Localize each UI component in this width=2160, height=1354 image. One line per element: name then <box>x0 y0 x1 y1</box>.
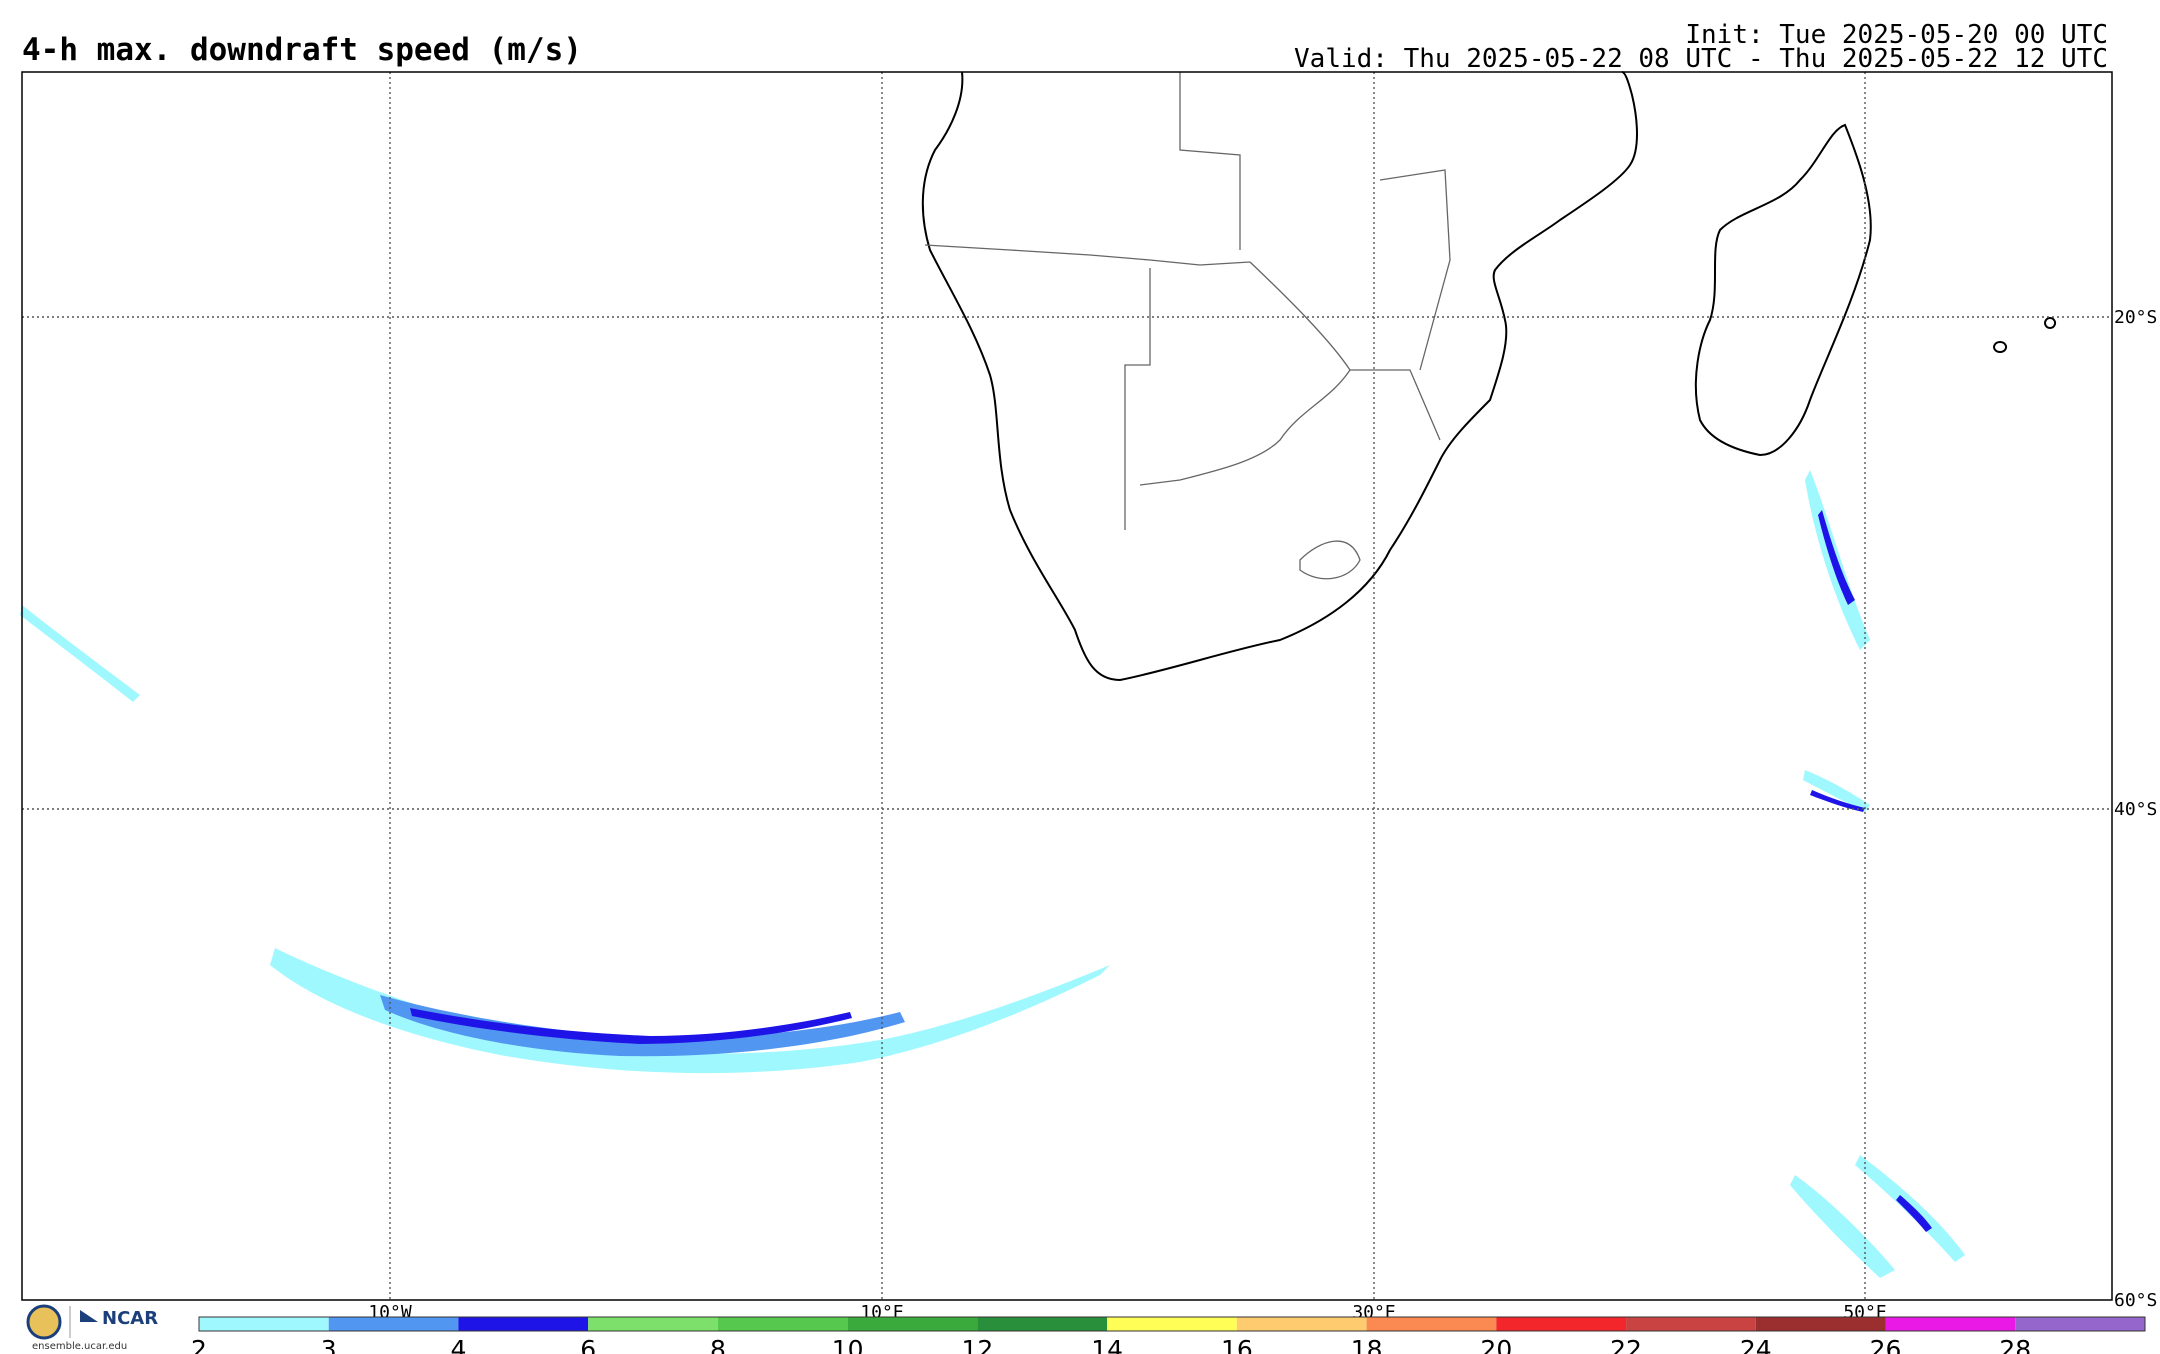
lat-label-60s: 60°S <box>2114 1290 2157 1311</box>
colorbar-swatch <box>328 1317 459 1331</box>
init-time: Init: Tue 2025-05-20 00 UTC <box>1685 20 2108 50</box>
colorbar-tick-label: 16 <box>1221 1335 1253 1354</box>
colorbar-swatch <box>588 1317 718 1331</box>
madagascar-coastline <box>1694 123 1872 457</box>
colorbar-tick-label: 28 <box>1999 1335 2031 1354</box>
reunion <box>2044 317 2057 329</box>
colorbar-swatch <box>1496 1317 1627 1331</box>
shading-band-east-2 <box>1803 770 1870 812</box>
land-outlines <box>921 71 2057 682</box>
map-frame <box>21 71 2113 1301</box>
mauritius <box>1993 341 2008 353</box>
colorbar-tick-label: 20 <box>1480 1335 1512 1354</box>
ncar-mark-icon <box>80 1310 98 1322</box>
colorbar-swatch <box>1755 1317 1886 1331</box>
africa-coastline <box>921 71 1638 682</box>
shading-band-southeast <box>1790 1175 1895 1278</box>
country-borders <box>924 72 1451 580</box>
colorbar-swatch <box>1626 1317 1756 1331</box>
ncar-logo <box>24 1300 154 1350</box>
colorbar-tick-label: 6 <box>580 1335 596 1354</box>
colorbar-swatch <box>1236 1317 1367 1331</box>
colorbar-tick-label: 10 <box>832 1335 864 1354</box>
colorbar-tick-label: 2 <box>191 1335 207 1354</box>
colorbar-swatch <box>1366 1317 1497 1331</box>
valid-time: Valid: Thu 2025-05-22 08 UTC - Thu 2025-… <box>1294 44 2108 74</box>
colorbar-tick-label: 22 <box>1610 1335 1642 1354</box>
colorbar-tick-label: 14 <box>1091 1335 1123 1354</box>
colorbar: 2 3 4 6 8 10 12 14 16 18 20 22 24 26 28 <box>191 1316 2146 1354</box>
colorbar-swatch <box>2015 1317 2145 1331</box>
colorbar-tick-label: 24 <box>1740 1335 1772 1354</box>
colorbar-tick-label: 3 <box>321 1335 337 1354</box>
colorbar-tick-label: 8 <box>710 1335 726 1354</box>
colorbar-swatch <box>977 1317 1108 1331</box>
colorbar-tick-label: 4 <box>451 1335 467 1354</box>
downdraft-shading <box>20 470 1965 1278</box>
colorbar-swatch <box>199 1317 329 1331</box>
colorbar-tick-label: 12 <box>961 1335 993 1354</box>
colorbar-tick-label: 26 <box>1870 1335 1902 1354</box>
shading-band-west <box>20 605 140 702</box>
site-url: ensemble.ucar.edu <box>32 1341 128 1352</box>
colorbar-swatch <box>458 1317 589 1331</box>
nsf-seal-icon <box>26 1304 62 1340</box>
colorbar-swatch <box>717 1317 848 1331</box>
colorbar-tick-label: 18 <box>1351 1335 1383 1354</box>
map-title: 4-h max. downdraft speed (m/s) <box>22 32 582 68</box>
colorbar-swatch <box>1107 1317 1237 1331</box>
lat-label-40s: 40°S <box>2114 799 2157 820</box>
shading-band-south-atlantic <box>270 948 1110 1074</box>
colorbar-outline <box>198 1316 2146 1332</box>
colorbar-swatch <box>847 1317 978 1331</box>
ncar-wordmark: NCAR <box>102 1308 159 1329</box>
lat-label-20s: 20°S <box>2114 307 2157 328</box>
graticule <box>22 72 2112 1300</box>
colorbar-swatch <box>1885 1317 2016 1331</box>
